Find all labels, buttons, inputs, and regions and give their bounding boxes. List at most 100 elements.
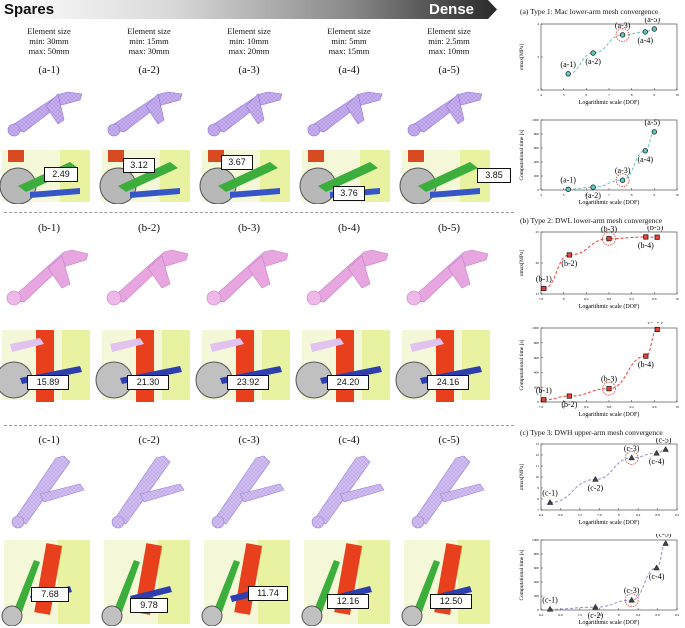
point-label: (c-5) [656,534,672,539]
point-label: (a-3) [615,166,631,175]
y-tick-label: 3 [537,55,539,59]
x-tick-label: 7.2 [578,513,583,517]
highlight-circle [615,173,630,188]
label-a-3: (a-3) [238,64,260,76]
x-tick-label: 9.2 [629,405,634,409]
stress-value-a-3: 3.67 [221,155,253,170]
y-axis-label: σmax[MPa] [519,44,525,71]
point-label: (c-5) [656,438,672,445]
label-b-2: (b-2) [138,222,160,234]
chart-b-time: 7.6 8 8.4 8.8 9.2 9.6 10 0 200 400 600 800 1000 Logar… [519,322,679,418]
panel-title-a: (a) Type 1: Mac lower-arm mesh convergen… [520,7,659,16]
highlight-circle [615,27,630,42]
mesh-c-2 [111,455,185,529]
mesh-a-1 [7,91,83,137]
y-tick-label: 15 [536,292,540,296]
x-tick-label: 5 [563,193,565,197]
row-c-stress-renders [1,540,490,626]
x-tick-label: 7.6 [597,513,602,517]
x-tick-label: 9.2 [629,297,634,301]
plot-frame [540,23,678,91]
x-tick-label: 8.4 [584,405,589,409]
point-label: (a-1) [560,175,576,184]
y-tick-label: 4 [537,22,539,26]
x-tick-label: 6.8 [558,613,563,617]
point-label: (b-2) [561,400,577,409]
x-tick-label: 8 [618,613,620,617]
series-line [568,28,655,75]
stress-render-c-3 [201,540,290,626]
panel-title-b: (b) Type 2: DWL lower-arm mesh convergen… [520,216,663,225]
y-tick-label: 600 [534,566,540,570]
point-label: (a-4) [637,36,653,45]
chart-a-time: 4 5 6 7 8 9 10 0 200 400 600 800 1000 Logarithmic sca… [519,118,679,206]
y-tick-label: 8 [537,497,539,501]
point-label: (a-2) [585,191,601,200]
data-point [628,596,635,603]
point-label: (c-2) [588,483,604,492]
row-separator-2 [4,425,514,426]
x-tick-label: 4 [540,193,542,197]
mesh-b-4 [306,249,389,306]
stress-value-a-4: 3.76 [333,186,365,201]
element-size-col-5: Element size min: 2.5mm max: 10mm [427,26,471,56]
stress-value-a-5: 3.85 [477,168,511,183]
y-tick-label: 1000 [532,118,539,122]
plot-frame [540,539,678,611]
x-tick-label: 10 [675,405,679,409]
data-point [628,454,635,461]
data-point [662,445,669,452]
x-tick-label: 7.2 [578,613,583,617]
x-tick-label: 10 [675,297,679,301]
stress-value-c-1: 7.68 [31,587,69,602]
data-point [546,499,554,505]
x-tick-label: 8 [631,193,633,197]
row-a-stress-renders [0,150,490,204]
point-label: (a-2) [585,57,601,66]
x-tick-label: 6.4 [539,613,544,617]
x-tick-label: 5 [563,93,565,97]
point-label: (c-4) [649,572,665,581]
label-b-5: (b-5) [438,222,460,234]
x-tick-label: 7 [608,193,610,197]
point-label: (b-5) [647,226,663,232]
x-tick-label: 8.4 [584,297,589,301]
stress-value-c-5: 12.50 [430,594,472,609]
data-point [590,184,596,190]
x-axis-label: Logarithmic scale (DOF) [579,303,640,310]
y-axis-label: Computational time [s] [519,339,525,390]
stress-value-c-2: 9.78 [130,598,168,613]
y-tick-label: 13 [536,442,540,446]
x-tick-label: 4 [540,93,542,97]
data-point [643,234,649,240]
data-point [619,32,626,38]
mesh-c-4 [311,455,385,529]
x-tick-label: 7.6 [597,613,602,617]
point-label: (a-5) [645,118,661,127]
label-a-1: (a-1) [38,64,60,76]
data-point [566,252,572,258]
data-point [653,449,660,456]
stress-value-a-2: 3.12 [123,158,155,173]
y-tick-label: 800 [534,552,540,556]
stress-value-b-4: 24.20 [327,375,369,390]
element-size-col-3: Element size min: 10mm max: 20mm [227,26,271,56]
mesh-b-3 [206,249,289,306]
x-tick-label: 7.6 [539,405,544,409]
element-size-col-2: Element size min: 15mm max: 30mm [127,26,171,56]
stress-value-b-5: 24.16 [427,375,469,390]
x-tick-label: 8 [631,93,633,97]
y-tick-label: 9 [537,486,539,490]
banner-left-label: Spares [4,1,55,18]
data-point [606,236,612,242]
x-tick-label: 8 [618,513,620,517]
stress-render-c-5 [401,540,490,626]
row-c-mesh-renders [11,455,485,529]
mesh-c-1 [11,455,85,529]
point-label: (b-4) [638,360,654,369]
x-axis-label: Logarithmic scale (DOF) [579,99,640,106]
label-c-4: (c-4) [338,434,360,446]
x-tick-label: 8.8 [607,405,612,409]
data-point [592,603,599,610]
point-label: (c-2) [588,611,604,620]
